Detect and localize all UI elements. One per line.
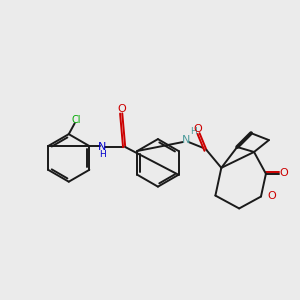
Text: N: N: [98, 142, 106, 152]
Text: Cl: Cl: [72, 115, 81, 125]
Text: O: O: [267, 190, 276, 201]
Text: O: O: [193, 124, 202, 134]
Text: H: H: [190, 127, 197, 136]
Text: N: N: [182, 135, 190, 145]
Text: O: O: [117, 104, 126, 114]
Text: O: O: [279, 168, 288, 178]
Text: H: H: [99, 151, 106, 160]
